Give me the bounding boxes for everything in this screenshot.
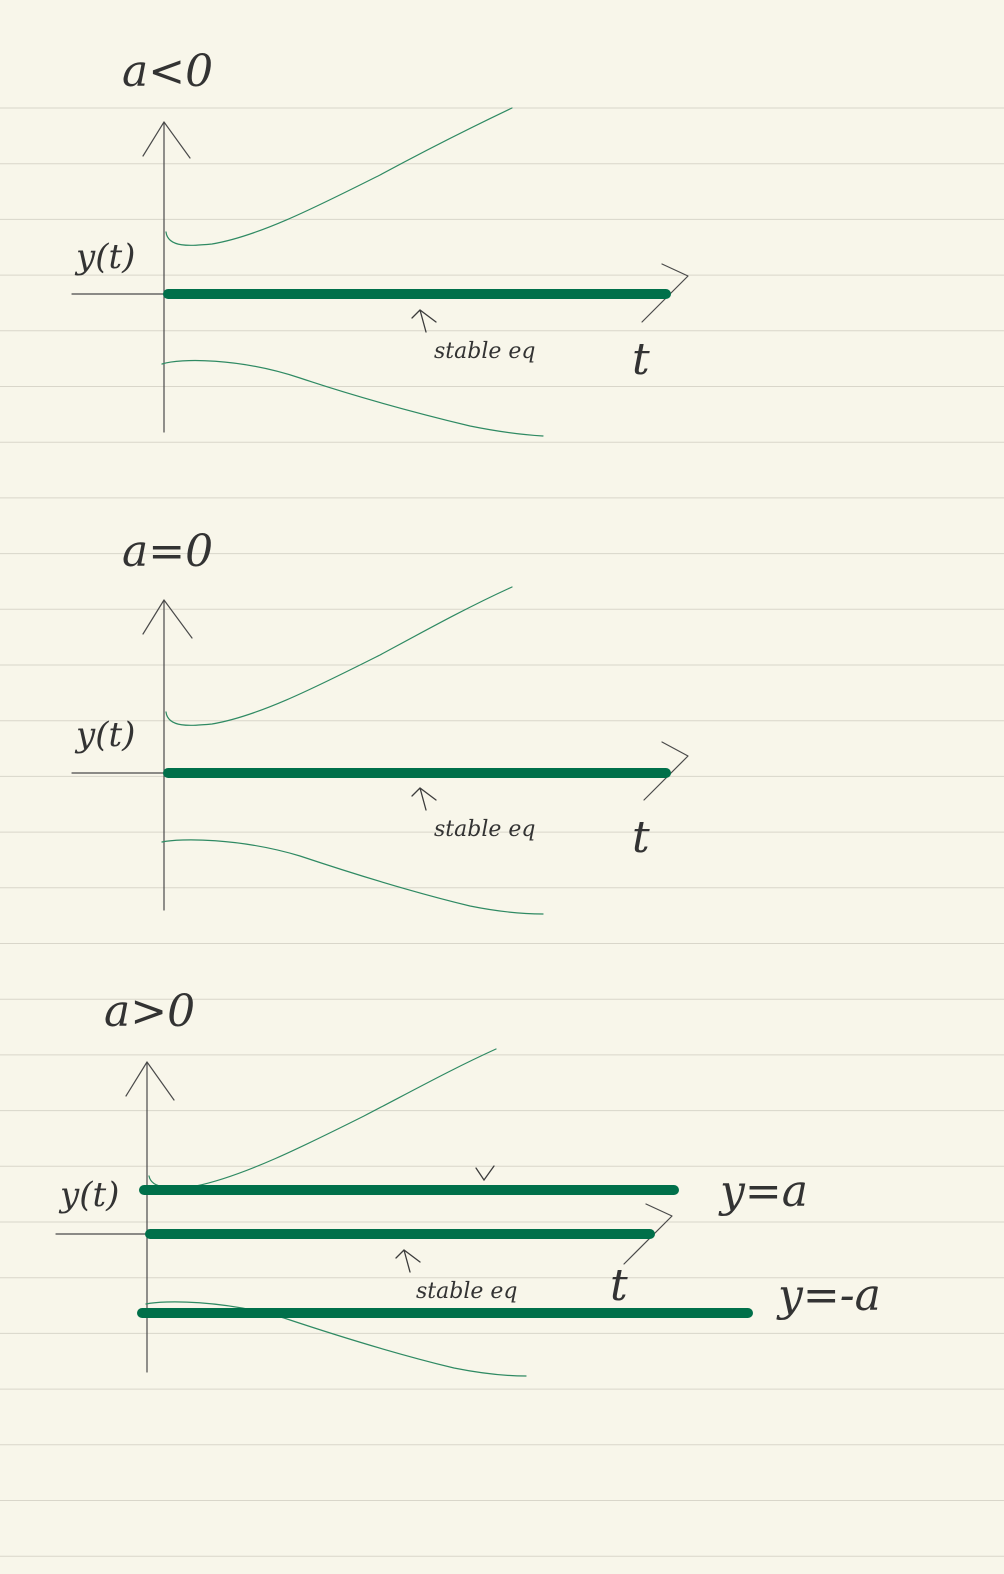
- panel-1-annotation: stable eq: [434, 339, 535, 364]
- panel-3-eq-label-lower: y=-a: [776, 1270, 881, 1321]
- panel-2-x-label: t: [632, 812, 650, 863]
- panel-2-condition: a=0: [122, 526, 213, 577]
- panel-3-x-label: t: [610, 1260, 628, 1311]
- panel-2-y-arrow: [142, 599, 193, 639]
- panel-1-condition: a<0: [122, 46, 213, 97]
- panel-2-upper-trajectory: [165, 586, 513, 726]
- panel-1-y-arrow: [142, 121, 191, 159]
- panel-1-x-label: t: [632, 334, 650, 385]
- panel-1-x-arrow: [641, 263, 689, 323]
- panel-3-lower-trajectory: [145, 1301, 527, 1377]
- panel-3-y-arrow: [125, 1061, 175, 1101]
- panel-1: a<0 y(t) t stable eq: [71, 46, 689, 437]
- panel-1-lower-trajectory: [161, 359, 544, 437]
- panel-2: a=0 y(t) t stable eq: [71, 526, 689, 915]
- panel-3-condition: a>0: [104, 986, 195, 1037]
- panel-2-y-label: y(t): [74, 715, 135, 755]
- panel-2-x-arrow: [643, 741, 689, 801]
- panel-3-tick-mark: [475, 1165, 495, 1182]
- panel-1-y-label: y(t): [74, 237, 135, 277]
- panel-3-annotation-arrow: [395, 1249, 421, 1273]
- panel-2-annotation-arrow: [411, 787, 437, 811]
- panel-3-y-label: y(t): [58, 1175, 119, 1215]
- panel-3-eq-label-upper: y=a: [718, 1166, 808, 1217]
- panel-1-annotation-arrow: [411, 309, 437, 333]
- panel-3-x-arrow: [623, 1203, 673, 1265]
- panel-3-annotation: stable eq: [416, 1279, 517, 1304]
- panel-2-annotation: stable eq: [434, 817, 535, 842]
- panel-1-upper-trajectory: [165, 107, 513, 246]
- panel-2-lower-trajectory: [161, 839, 544, 915]
- panel-3: a>0 y(t) t stable eq y=a y=-a: [55, 986, 881, 1377]
